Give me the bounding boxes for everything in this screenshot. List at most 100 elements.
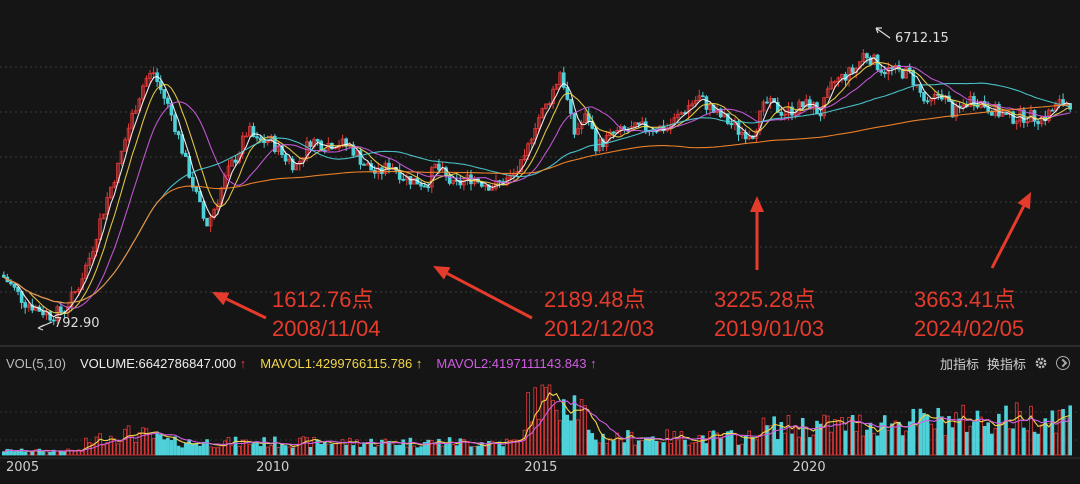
volume-bar [615, 432, 620, 456]
candle-body [793, 112, 798, 116]
volume-bar [829, 431, 834, 456]
mavol2-up-arrow-icon: ↑ [590, 355, 597, 371]
volume-bar [180, 447, 184, 456]
candle-body [522, 155, 527, 161]
arrow-2008-head [212, 292, 230, 306]
volume-bar [569, 420, 573, 456]
volume-bar [397, 444, 402, 456]
volume-bar [276, 447, 281, 456]
candle-body [41, 310, 45, 316]
candle-body [55, 306, 60, 321]
volume-bar [672, 431, 677, 456]
volume-bar [126, 425, 131, 456]
volume-bar [166, 437, 170, 456]
volume-bar [529, 421, 534, 456]
candle-body [693, 100, 698, 105]
volume-bar [547, 384, 552, 456]
volume-bar [847, 417, 851, 456]
candle-body [105, 197, 110, 215]
candle-body [529, 138, 534, 145]
volume-bar [30, 451, 35, 456]
volume-bar [986, 422, 990, 456]
volume-bar [130, 436, 134, 456]
candle-body [536, 117, 541, 129]
volume-bar [779, 421, 784, 456]
candle-body [911, 70, 916, 86]
volume-bar [119, 441, 124, 456]
volume-bar [726, 431, 730, 456]
candle-body [358, 150, 363, 165]
candle-body [676, 113, 680, 119]
candle-body [1029, 110, 1033, 123]
candle-body [201, 201, 206, 219]
candle-body [704, 96, 709, 110]
volume-bar [301, 436, 306, 456]
candle-body [208, 216, 213, 227]
candle-body [426, 186, 431, 189]
collapse-icon[interactable] [1056, 356, 1070, 370]
volume-bar [551, 400, 555, 456]
volume-bar [415, 447, 420, 456]
candle-body [811, 102, 816, 110]
volume-bar [494, 441, 498, 456]
volume-bar [144, 428, 149, 456]
volume-bar [340, 439, 345, 456]
candle-body [133, 110, 138, 114]
volume-bar [911, 408, 916, 456]
volume-bar [365, 442, 370, 456]
candle-body [594, 127, 598, 152]
volume-bar [629, 431, 634, 456]
volume-bar [405, 446, 409, 456]
volume-bar [84, 437, 88, 456]
volume-bar [718, 438, 723, 456]
volume-bar [1050, 410, 1055, 456]
volume-bar [872, 432, 876, 456]
volume-bar [882, 415, 887, 456]
switch-indicator-button[interactable]: 换指标 [986, 356, 1026, 372]
volume-bar [258, 446, 263, 456]
volume-bar [736, 444, 741, 456]
add-indicator-button[interactable]: 加指标 [939, 356, 979, 372]
volume-bar [975, 410, 980, 456]
candle-body [69, 291, 74, 307]
candle-body [697, 95, 702, 101]
volume-bar [1014, 402, 1019, 456]
x-tick-2005: 2005 [6, 460, 39, 475]
candle-body [112, 182, 117, 188]
candle-body [23, 302, 27, 308]
indicator-name[interactable]: VOL(5,10) [6, 355, 66, 371]
volume-bar [23, 451, 27, 456]
candle-body [84, 264, 88, 280]
volume-bar [583, 405, 587, 456]
volume-bar [1032, 431, 1037, 456]
volume-bar [355, 439, 359, 456]
volume-bar [686, 444, 691, 456]
volume-bar [1064, 417, 1069, 456]
candle-body [265, 140, 270, 144]
mavol1-line [3, 392, 1071, 453]
volume-bar [533, 387, 538, 456]
candle-body [59, 306, 63, 313]
gear-icon[interactable] [1034, 356, 1048, 370]
candle-body [701, 95, 705, 98]
volume-bar [187, 439, 192, 456]
volume-bar [1068, 405, 1073, 456]
candle-body [797, 101, 801, 114]
candle-body [126, 127, 131, 141]
volume-bar [961, 404, 966, 456]
volume-bar [690, 442, 694, 456]
volume-bar [536, 418, 541, 456]
volume-bar [590, 433, 595, 456]
volume-bar [358, 446, 363, 456]
candle-body [191, 176, 195, 188]
candle-body [868, 57, 873, 65]
candle-body [790, 106, 794, 116]
candle-body [597, 139, 602, 152]
volume-bar [248, 443, 252, 456]
volume-bar [950, 427, 955, 456]
volume-bar [1022, 427, 1026, 456]
volume-bar [233, 436, 238, 456]
volume-bar [283, 445, 288, 456]
arrow-2008-shaft [225, 297, 267, 320]
volume-bar [1047, 423, 1051, 456]
